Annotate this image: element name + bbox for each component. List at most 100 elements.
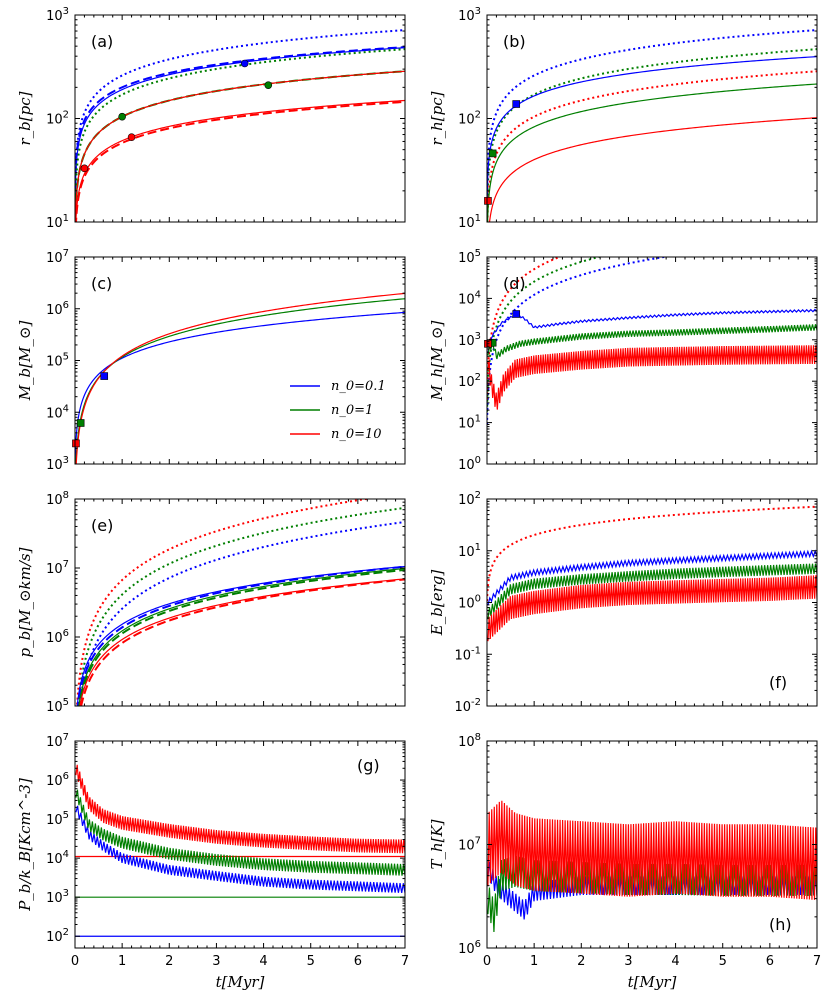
series-line-e-5: [78, 567, 405, 706]
marker-a-3: [80, 164, 89, 173]
series-line-b-4: [487, 83, 817, 222]
y-tick-label: 106: [46, 771, 69, 789]
y-tick-label: 101: [458, 213, 481, 231]
marker-b-0: [512, 100, 521, 108]
x-tick-label: 7: [401, 954, 409, 969]
y-tick-label: 103: [458, 6, 481, 24]
y-tick-label: 106: [46, 628, 69, 646]
y-tick-label: 101: [458, 414, 481, 432]
y-tick-label: 107: [46, 559, 69, 577]
series-line-f-0: [487, 505, 817, 602]
y-tick-label: 102: [458, 110, 481, 128]
series-line-d-3: [487, 308, 817, 354]
series-group: [75, 29, 405, 222]
series-line-a-1: [75, 46, 405, 202]
y-axis: 102 103 104 105 106 107: [46, 732, 405, 945]
y-axis: 100 101 102 103 104 105: [458, 248, 817, 473]
y-tick-label: 108: [46, 490, 69, 508]
y-axis: 106 107 108: [458, 732, 817, 957]
marker-c-2: [72, 439, 80, 448]
x-axis-label-left: t[Myr]: [216, 973, 265, 991]
series-line-f-1: [487, 549, 817, 606]
y-tick-label: 102: [458, 372, 481, 390]
y-tick-label: 108: [458, 732, 481, 750]
x-tick-label: 1: [118, 954, 126, 969]
series-group: [75, 764, 405, 937]
y-tick-label: 100: [458, 594, 481, 612]
x-axis: [486, 257, 818, 464]
axes-frame: [74, 498, 406, 707]
x-axis: [486, 499, 818, 706]
y-tick-label: 10-1: [454, 645, 481, 663]
panel-label-f: (f): [769, 673, 787, 692]
panel-g: 0 1 2 3 4 5 6 7 102 103 104 105 106 107 P_b/k_B[Kcm^-3…: [16, 732, 409, 969]
marker-a-0: [240, 59, 249, 68]
marker-a-4: [127, 133, 136, 141]
y-tick-label: 105: [46, 810, 69, 828]
y-tick-label: 105: [46, 352, 69, 370]
series-line-c-2: [75, 292, 405, 464]
axes-frame: [74, 740, 406, 949]
y-axis: 10-2 10-1 100 101 102: [454, 490, 817, 715]
series-line-e-8: [80, 578, 405, 706]
y-tick-label: 106: [46, 300, 69, 318]
x-tick-label: 0: [71, 954, 79, 969]
series-line-c-0: [75, 311, 405, 464]
y-axis: 103 104 105 106 107: [46, 248, 405, 473]
marker-b-2: [484, 197, 492, 205]
series-line-a-7: [75, 100, 405, 222]
panel-label-h: (h): [769, 915, 792, 934]
y-tick-label: 104: [46, 403, 69, 421]
series-group: [487, 29, 817, 222]
marker-c-0: [100, 372, 109, 380]
y-tick-label: 102: [458, 490, 481, 508]
y-axis-label-d: M_h[M_⊙]: [428, 321, 446, 402]
marker-d-0: [512, 310, 521, 318]
panel-label-g: (g): [357, 756, 380, 775]
series-group: [487, 505, 817, 642]
marker-a-1: [118, 112, 126, 121]
y-axis: 101 102 103: [46, 6, 405, 231]
x-tick-label: 4: [259, 954, 267, 969]
panel-label-a: (a): [91, 32, 113, 51]
series-line-b-5: [488, 117, 817, 222]
x-tick-label: 5: [719, 954, 727, 969]
x-tick-label: 5: [307, 954, 315, 969]
x-axis: [486, 15, 818, 222]
series-line-a-4: [75, 70, 405, 222]
x-axis: [74, 499, 406, 706]
panel-f: 10-2 10-1 100 101 102 E_b[erg] (f): [428, 490, 818, 715]
marker-a-2: [264, 81, 273, 89]
series-line-e-4: [77, 565, 405, 706]
y-tick-label: 104: [46, 849, 69, 867]
series-line-h-2: [487, 800, 817, 901]
x-tick-label: 4: [671, 954, 679, 969]
panel-label-d: (d): [503, 274, 526, 293]
series-line-b-3: [487, 56, 817, 208]
x-tick-label: 2: [577, 954, 585, 969]
y-tick-label: 102: [46, 927, 69, 945]
x-tick-label: 1: [530, 954, 538, 969]
series-line-a-2: [75, 29, 405, 205]
series-group: [487, 257, 817, 425]
y-tick-label: 104: [458, 289, 481, 307]
axes-frame: [486, 14, 818, 223]
series-group: [75, 499, 405, 706]
series-line-a-3: [75, 70, 405, 222]
series-line-e-1: [77, 506, 405, 706]
panel-b: 101 102 103 r_h[pc] (b): [428, 6, 818, 231]
series-line-a-6: [75, 99, 405, 222]
series-line-a-8: [75, 70, 405, 222]
axes-frame: [486, 256, 818, 465]
y-tick-label: 107: [46, 732, 69, 750]
x-tick-label: 7: [813, 954, 821, 969]
y-axis-label-e: p_b[M_⊙km/s]: [16, 547, 34, 657]
x-tick-label: 3: [624, 954, 632, 969]
series-line-b-2: [487, 70, 817, 222]
x-axis: [74, 15, 406, 222]
panel-label-b: (b): [503, 32, 526, 51]
legend-label: n_0=10: [331, 427, 382, 442]
y-axis-label-f: E_b[erg]: [428, 570, 446, 637]
legend-label: n_0=0.1: [331, 379, 386, 394]
series-line-e-2: [75, 499, 373, 706]
